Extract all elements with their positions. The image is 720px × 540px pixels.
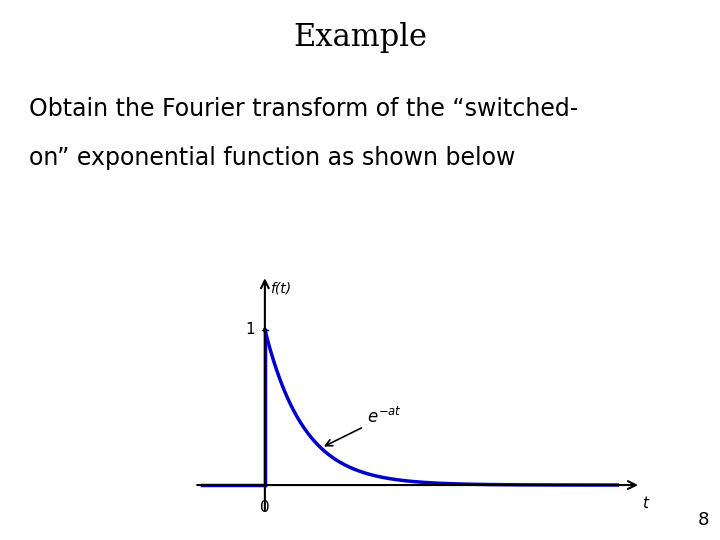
Text: 1: 1 bbox=[245, 322, 255, 338]
Text: 8: 8 bbox=[698, 511, 709, 529]
Text: f(t): f(t) bbox=[271, 282, 292, 296]
Text: $e^{-at}$: $e^{-at}$ bbox=[325, 407, 402, 446]
Text: Obtain the Fourier transform of the “switched-: Obtain the Fourier transform of the “swi… bbox=[29, 97, 578, 121]
Text: t: t bbox=[642, 496, 649, 511]
Text: 0: 0 bbox=[260, 501, 270, 515]
Text: on” exponential function as shown below: on” exponential function as shown below bbox=[29, 146, 516, 170]
Text: Example: Example bbox=[293, 22, 427, 52]
